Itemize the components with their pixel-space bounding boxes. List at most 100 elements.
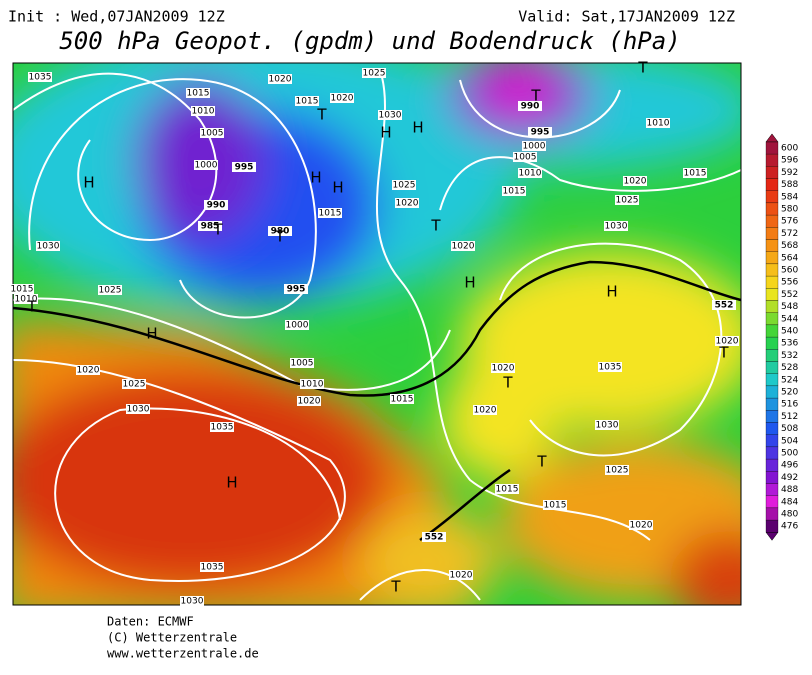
label-bg: [200, 562, 224, 572]
isobar-label: 1020: [474, 406, 497, 416]
isobar-label: 1020: [298, 397, 321, 407]
pressure-center: T: [26, 298, 37, 316]
isobar-label: 1030: [605, 222, 628, 232]
isobar-label: 1020: [452, 242, 475, 252]
colorbar-swatch: [765, 410, 779, 423]
colorbar-label: 600: [781, 144, 798, 154]
label-bg: [495, 484, 519, 494]
footer-line: Daten: ECMWF: [107, 615, 194, 629]
label-bg: [284, 284, 308, 294]
isobar-label: 1015: [187, 89, 210, 99]
colorbar-swatch: [765, 312, 779, 326]
isobar-label: 552: [715, 301, 734, 311]
isobar-label: 1020: [716, 337, 739, 347]
label-bg: [186, 88, 210, 98]
colorbar-label: 484: [781, 497, 798, 507]
colorbar-label: 596: [781, 156, 798, 166]
label-bg: [204, 200, 228, 210]
colorbar-label: 500: [781, 449, 798, 459]
label-bg: [362, 68, 386, 78]
label-bg: [180, 596, 204, 606]
isobar-label: 1010: [519, 169, 542, 179]
pressure-center: T: [274, 228, 285, 246]
label-bg: [14, 294, 38, 304]
label-bg: [598, 362, 622, 372]
pressure-center: H: [83, 174, 94, 192]
isobar-label: 1010: [301, 380, 324, 390]
label-bg: [491, 363, 515, 373]
label-bg: [390, 394, 414, 404]
label-bg: [295, 96, 319, 106]
isobar-label: 990: [521, 102, 540, 112]
colorbar-swatch: [765, 190, 779, 204]
label-bg: [300, 379, 324, 389]
label-bg: [522, 141, 546, 151]
isobar-label: 1025: [99, 286, 122, 296]
footer-line: www.wetterzentrale.de: [107, 647, 259, 661]
colorbar-swatch: [765, 495, 779, 509]
label-bg: [502, 186, 526, 196]
colorbar-label: 560: [781, 266, 798, 276]
label-bg: [473, 405, 497, 415]
colorbar-swatch: [765, 471, 779, 484]
colorbar-swatch: [765, 141, 779, 155]
label-bg: [210, 422, 234, 432]
colorbar-label: 496: [781, 461, 798, 471]
pressure-center: H: [146, 325, 157, 343]
pressure-center: T: [536, 453, 547, 471]
label-bg: [518, 168, 542, 178]
label-bg: [232, 162, 256, 172]
pressure-center: H: [310, 169, 321, 187]
colorbar-swatch: [765, 324, 779, 338]
pressure-center: T: [718, 344, 729, 362]
map-field: [13, 63, 741, 605]
colorbar: 600 596 592 588 584 580 576 572 568 564 560 556 552 5…: [765, 133, 798, 541]
isobar-label: 1005: [291, 359, 314, 369]
label-bg: [76, 365, 100, 375]
label-bg: [198, 221, 222, 231]
pressure-center: T: [430, 217, 441, 235]
colorbar-label: 568: [781, 241, 798, 251]
isobar-label: 1030: [37, 242, 60, 252]
colorbar-label: 548: [781, 302, 798, 312]
isobar-label: 980: [271, 227, 290, 237]
colorbar-swatch: [765, 422, 779, 435]
isobar-label: 1030: [127, 405, 150, 415]
label-bg: [395, 198, 419, 208]
isobar-label: 1025: [123, 380, 146, 390]
label-bg: [543, 500, 567, 510]
isobar-label: 1035: [29, 73, 52, 83]
isobar-label: 1000: [286, 321, 309, 331]
colorbar-label: 476: [781, 522, 798, 532]
colorbar-swatch: [765, 336, 779, 350]
isobar-label: 1005: [201, 129, 224, 139]
label-bg: [36, 241, 60, 251]
colorbar-label: 592: [781, 168, 798, 178]
label-bg: [28, 72, 52, 82]
colorbar-label: 516: [781, 400, 798, 410]
label-bg: [122, 379, 146, 389]
isobar-label: 1015: [503, 187, 526, 197]
colorbar-label: 524: [781, 375, 798, 385]
pressure-center: H: [606, 283, 617, 301]
colorbar-swatch: [765, 483, 779, 496]
isobar-label: 1015: [496, 485, 519, 495]
colorbar-label: 544: [781, 314, 798, 324]
label-bg: [595, 420, 619, 430]
isobar-label: 1030: [379, 111, 402, 121]
isobar-label: 1020: [492, 364, 515, 374]
label-bg: [518, 101, 542, 111]
colorbar-swatch: [765, 434, 779, 448]
colorbar-label: 508: [781, 424, 798, 434]
colorbar-swatch: [765, 300, 779, 313]
isobar-label: 1015: [391, 395, 414, 405]
isobar-label: 1015: [544, 501, 567, 511]
isobar-label: 1030: [181, 597, 204, 607]
colorbar-swatch: [765, 275, 779, 289]
552-contour: [13, 260, 741, 397]
colorbar-swatch: [765, 385, 779, 399]
label-bg: [297, 396, 321, 406]
pressure-center: T: [502, 374, 513, 392]
colorbar-label: 504: [781, 436, 798, 446]
